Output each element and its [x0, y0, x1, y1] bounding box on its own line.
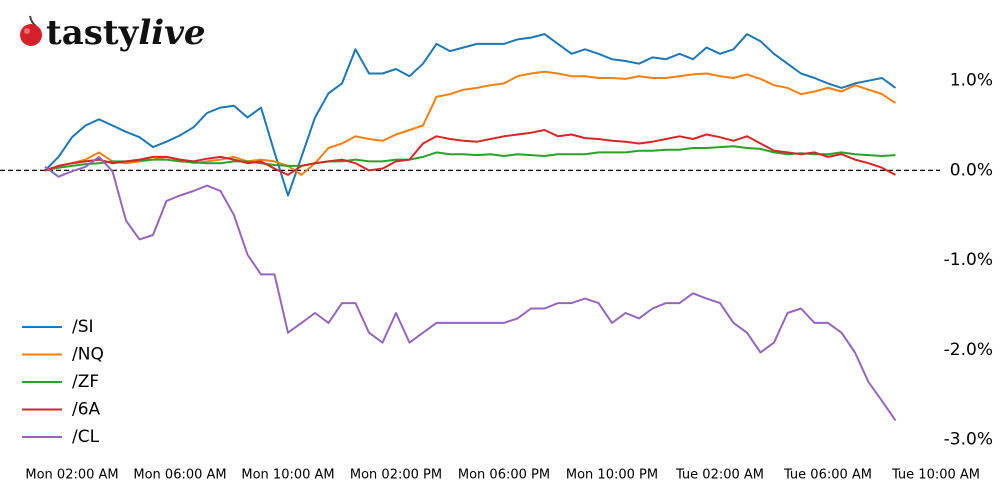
x-tick-label: Mon 02:00 PM: [350, 468, 442, 483]
y-tick-label: 0.0%: [950, 160, 993, 180]
legend-item: /NQ: [22, 345, 104, 365]
x-tick-label: Mon 10:00 AM: [241, 468, 334, 483]
x-tick-label: Tue 10:00 AM: [891, 468, 980, 483]
logo-cherry: [20, 24, 42, 46]
x-tick-label: Mon 06:00 PM: [458, 468, 550, 483]
legend-item: /ZF: [22, 372, 99, 392]
legend-item: /SI: [22, 317, 94, 337]
legend-label: /SI: [72, 317, 94, 337]
logo-bold: tasty: [46, 13, 140, 53]
logo-italic: live: [138, 13, 205, 53]
series-line: [44, 155, 897, 422]
series-line: [44, 145, 896, 172]
legend-label: /CL: [72, 427, 100, 447]
logo: tastylive: [20, 13, 206, 53]
x-tick-label: Mon 10:00 PM: [566, 468, 658, 483]
legend-label: /6A: [72, 400, 101, 420]
x-tick-label: Mon 02:00 AM: [25, 468, 118, 483]
legend-item: /6A: [22, 400, 101, 420]
y-tick-label: -3.0%: [944, 429, 993, 449]
y-tick-label: -2.0%: [944, 340, 993, 360]
logo-shine: [24, 28, 30, 34]
legend-label: /ZF: [72, 372, 99, 392]
series-line: [44, 129, 896, 176]
x-tick-label: Tue 06:00 AM: [783, 468, 872, 483]
legend-label: /NQ: [72, 345, 104, 365]
y-tick-label: 1.0%: [950, 71, 993, 91]
logo-text: tastylive: [46, 13, 206, 53]
series-line: [44, 33, 897, 197]
x-tick-label: Mon 06:00 AM: [133, 468, 226, 483]
legend-item: /CL: [22, 427, 100, 447]
x-tick-label: Tue 02:00 AM: [675, 468, 764, 483]
y-tick-label: -1.0%: [944, 250, 993, 270]
